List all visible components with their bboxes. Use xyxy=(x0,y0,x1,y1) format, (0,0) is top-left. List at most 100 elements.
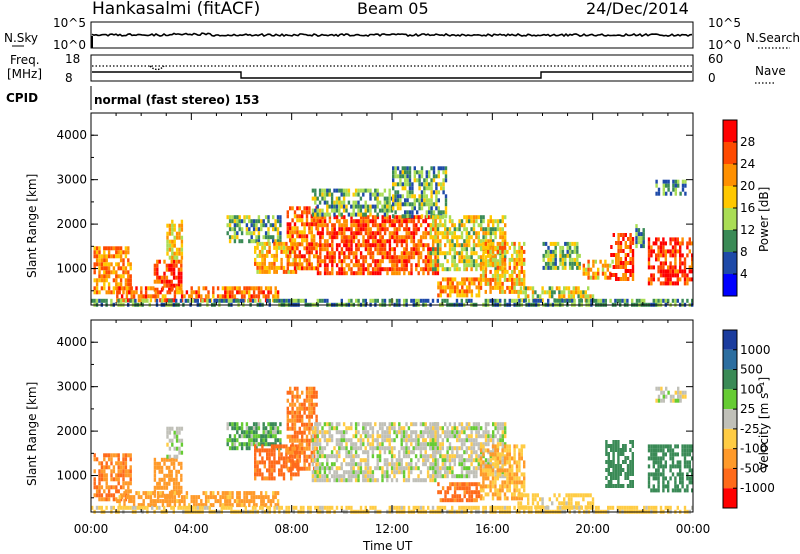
data-cell xyxy=(156,461,159,466)
data-cell xyxy=(289,386,292,391)
data-cell xyxy=(127,246,130,251)
data-cell xyxy=(518,488,521,493)
data-cell xyxy=(172,263,176,268)
data-cell xyxy=(477,281,481,286)
data-cell xyxy=(679,253,682,258)
data-cell xyxy=(451,259,454,264)
data-cell xyxy=(446,285,450,290)
data-cell xyxy=(405,430,408,435)
data-cell xyxy=(492,442,495,447)
data-cell xyxy=(417,434,420,439)
data-cell xyxy=(112,278,116,283)
data-cell xyxy=(482,466,485,471)
data-cell xyxy=(461,482,464,487)
data-cell xyxy=(479,456,483,461)
data-cell xyxy=(383,298,387,303)
data-cell xyxy=(173,251,176,256)
data-cell xyxy=(291,246,294,251)
data-cell xyxy=(369,251,372,256)
data-cell xyxy=(470,289,474,294)
data-cell xyxy=(662,245,665,250)
data-cell xyxy=(298,402,301,407)
data-cell xyxy=(436,223,440,228)
data-cell xyxy=(316,208,319,213)
data-cell xyxy=(470,430,473,435)
data-cell xyxy=(487,263,490,268)
data-cell xyxy=(398,430,401,435)
data-cell xyxy=(315,246,318,251)
data-cell xyxy=(342,200,346,205)
data-cell xyxy=(671,245,675,250)
data-cell xyxy=(429,422,432,427)
data-cell xyxy=(415,215,418,220)
data-cell xyxy=(429,235,432,240)
data-cell xyxy=(171,251,174,256)
data-cell xyxy=(524,294,527,299)
data-cell xyxy=(617,265,620,269)
data-cell xyxy=(172,485,176,490)
data-cell xyxy=(338,446,341,451)
data-cell xyxy=(296,458,299,463)
data-cell xyxy=(122,290,125,295)
data-cell xyxy=(303,406,306,411)
data-cell xyxy=(371,426,375,431)
data-cell xyxy=(103,278,106,283)
data-cell xyxy=(323,215,327,220)
data-cell xyxy=(347,227,351,232)
data-cell xyxy=(434,458,437,463)
data-cell xyxy=(383,438,387,443)
data-cell xyxy=(119,250,123,255)
data-cell xyxy=(494,285,497,290)
data-cell xyxy=(444,214,448,219)
data-cell xyxy=(233,446,237,451)
data-cell xyxy=(93,250,96,255)
data-cell xyxy=(394,198,397,203)
data-cell xyxy=(470,255,473,260)
data-cell xyxy=(93,246,96,251)
data-cell xyxy=(280,261,283,266)
data-cell xyxy=(262,495,265,500)
data-cell xyxy=(468,490,471,495)
data-cell xyxy=(180,267,183,272)
data-cell xyxy=(254,476,257,481)
data-cell xyxy=(652,298,655,303)
data-cell xyxy=(669,277,672,282)
data-cell xyxy=(468,239,471,244)
data-cell xyxy=(610,253,613,257)
data-cell xyxy=(296,430,299,435)
data-cell xyxy=(629,261,632,265)
data-cell xyxy=(405,454,408,459)
data-cell xyxy=(376,251,380,256)
data-cell xyxy=(667,298,670,303)
data-cell xyxy=(248,503,251,508)
data-cell xyxy=(326,454,329,459)
data-cell xyxy=(609,298,612,303)
data-cell xyxy=(381,438,384,443)
data-cell xyxy=(444,470,447,475)
data-cell xyxy=(226,294,229,299)
data-cell xyxy=(298,250,301,255)
data-cell xyxy=(293,430,297,435)
data-cell xyxy=(160,465,164,470)
data-cell xyxy=(127,286,130,291)
data-cell xyxy=(565,286,568,291)
data-cell xyxy=(270,261,274,266)
data-cell xyxy=(477,422,480,427)
data-cell xyxy=(434,267,437,272)
data-cell xyxy=(376,223,380,228)
data-cell xyxy=(180,477,183,482)
data-cell xyxy=(326,458,329,463)
data-cell xyxy=(153,457,157,462)
data-cell xyxy=(431,271,435,276)
data-cell xyxy=(381,239,384,244)
data-cell xyxy=(410,462,413,467)
data-cell xyxy=(122,262,125,267)
data-cell xyxy=(404,182,407,187)
data-cell xyxy=(245,446,249,451)
data-cell xyxy=(318,470,322,475)
data-cell xyxy=(551,286,554,291)
data-cell xyxy=(168,227,172,232)
data-cell xyxy=(130,495,133,500)
data-cell xyxy=(440,182,443,187)
data-cell xyxy=(487,430,490,435)
